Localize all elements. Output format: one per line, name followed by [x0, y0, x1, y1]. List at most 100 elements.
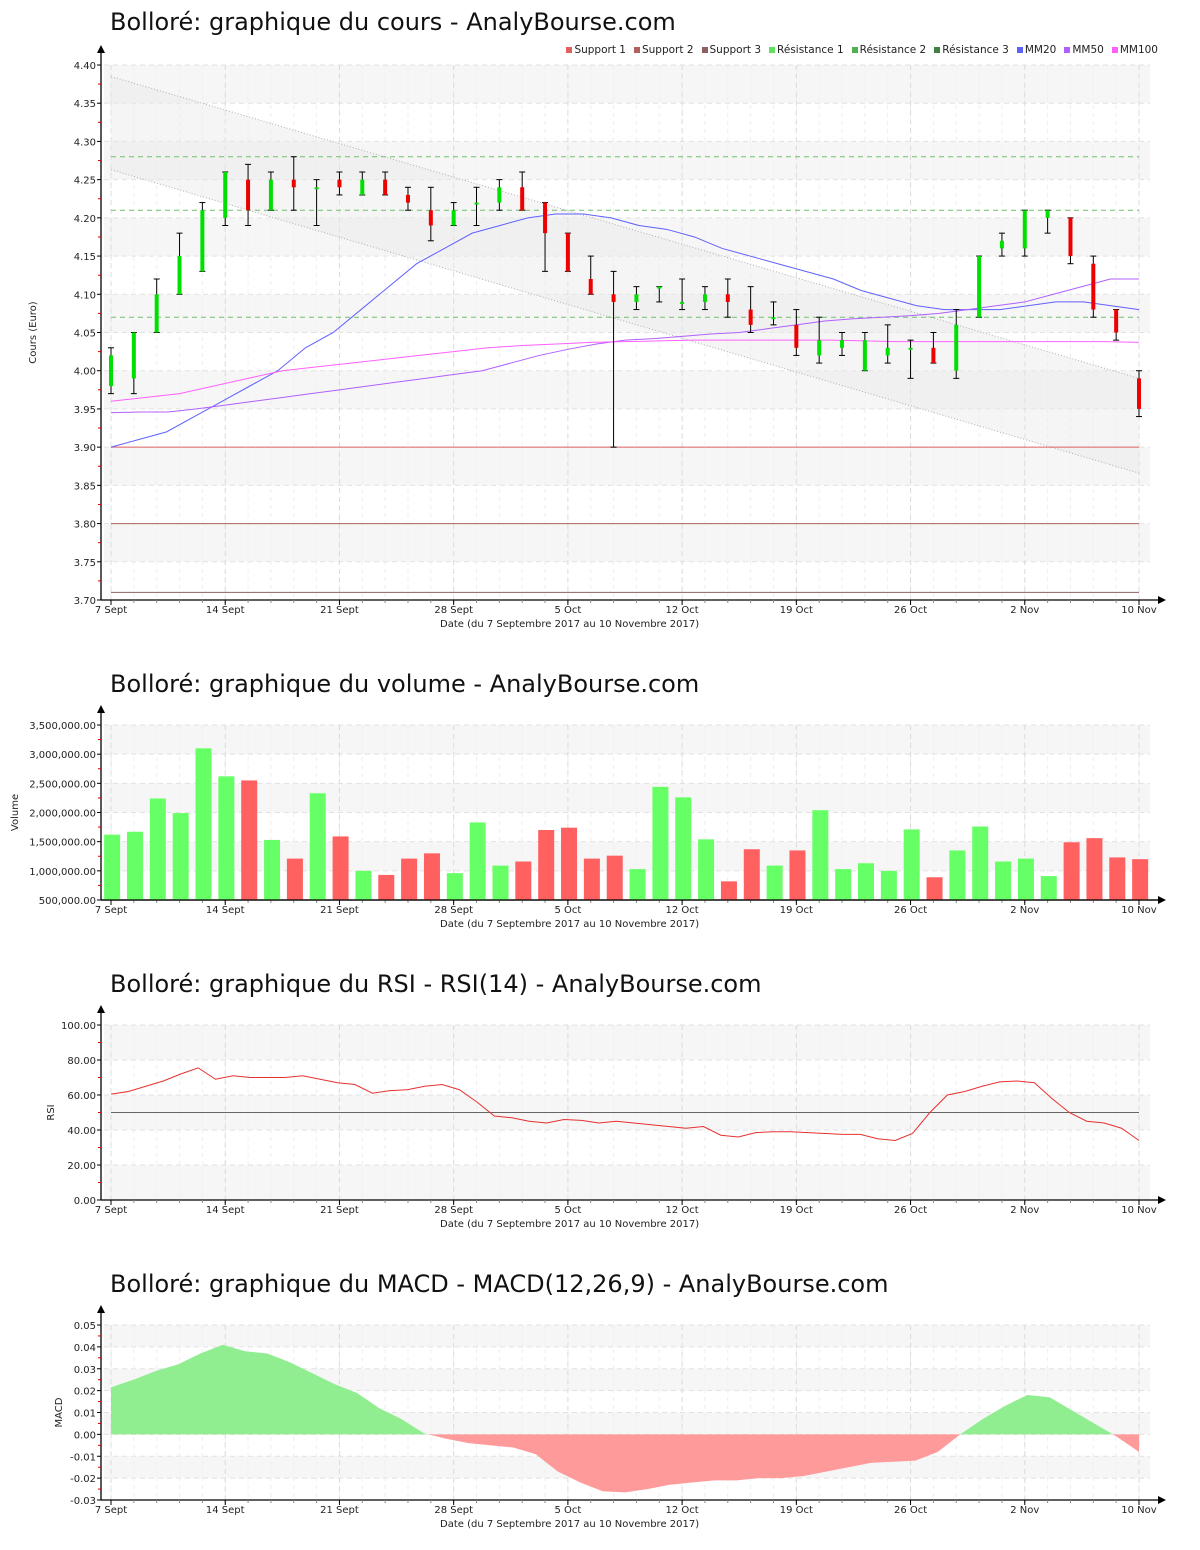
svg-text:19 Oct: 19 Oct [780, 1205, 813, 1216]
legend-item: Support 2 [633, 44, 694, 56]
svg-text:19 Oct: 19 Oct [780, 605, 813, 616]
svg-text:21 Sept: 21 Sept [320, 1205, 359, 1216]
svg-text:20.00: 20.00 [67, 1161, 96, 1172]
svg-text:60.00: 60.00 [67, 1091, 96, 1102]
legend-item: Support 1 [566, 44, 626, 56]
svg-text:3,500,000.00: 3,500,000.00 [29, 721, 96, 732]
svg-text:3.80: 3.80 [74, 520, 96, 531]
svg-text:4.20: 4.20 [74, 214, 96, 225]
svg-text:100.00: 100.00 [61, 1021, 96, 1032]
svg-text:0.00: 0.00 [74, 1430, 96, 1441]
svg-text:7 Sept: 7 Sept [95, 1205, 127, 1216]
svg-text:14 Sept: 14 Sept [206, 1505, 245, 1516]
macd-chart: 0.05 0.04 0.03 0.02 0.01 0.00 -0.01 -0.02 -0.037… [54, 1305, 1166, 1530]
svg-text:5 Oct: 5 Oct [554, 605, 581, 616]
svg-text:-0.01: -0.01 [70, 1452, 96, 1463]
svg-text:4.10: 4.10 [74, 290, 96, 301]
legend-swatch-icon [769, 47, 776, 53]
svg-text:19 Oct: 19 Oct [780, 905, 813, 916]
svg-text:4.05: 4.05 [74, 329, 96, 340]
svg-text:1,500,000.00: 1,500,000.00 [29, 838, 96, 849]
svg-text:3.75: 3.75 [74, 558, 96, 569]
volume-chart-title: Bolloré: graphique du volume - AnalyBour… [110, 670, 700, 698]
legend-item: Résistance 3 [934, 44, 1009, 56]
svg-text:2 Nov: 2 Nov [1010, 1505, 1039, 1516]
svg-text:14 Sept: 14 Sept [206, 905, 245, 916]
rsi-chart: 100.00 80.00 60.00 40.00 20.00 0.007 Sept 14 S… [46, 1005, 1166, 1230]
legend-swatch-icon [566, 47, 573, 53]
svg-text:0.01: 0.01 [74, 1409, 96, 1420]
svg-text:14 Sept: 14 Sept [206, 1205, 245, 1216]
svg-text:4.40: 4.40 [74, 61, 96, 72]
svg-text:26 Oct: 26 Oct [894, 905, 927, 916]
legend-swatch-icon [701, 47, 708, 53]
legend-item: MM20 [1016, 44, 1057, 56]
legend-label: Support 1 [574, 44, 626, 56]
svg-text:2,000,000.00: 2,000,000.00 [29, 809, 96, 820]
svg-text:10 Nov: 10 Nov [1121, 1205, 1157, 1216]
svg-text:0.03: 0.03 [74, 1365, 96, 1376]
svg-text:7 Sept: 7 Sept [95, 605, 127, 616]
svg-text:21 Sept: 21 Sept [320, 1505, 359, 1516]
svg-text:3.70: 3.70 [74, 596, 96, 607]
svg-text:4.25: 4.25 [74, 176, 96, 187]
svg-text:5 Oct: 5 Oct [554, 1205, 581, 1216]
legend-item: Support 3 [701, 44, 762, 56]
price-legend: Support 1 Support 2 Support 3 Résistance 1 R… [566, 44, 1158, 56]
svg-text:MACD: MACD [54, 1397, 65, 1427]
legend-label: Support 3 [709, 44, 762, 56]
legend-swatch-icon [1016, 47, 1023, 53]
svg-text:5 Oct: 5 Oct [554, 905, 581, 916]
svg-text:2,500,000.00: 2,500,000.00 [29, 779, 96, 790]
svg-text:Date (du 7 Septembre 2017 au 1: Date (du 7 Septembre 2017 au 10 Novembre… [440, 1519, 699, 1530]
svg-text:28 Sept: 28 Sept [434, 905, 473, 916]
svg-text:2 Nov: 2 Nov [1010, 605, 1039, 616]
svg-text:12 Oct: 12 Oct [666, 905, 699, 916]
legend-label: MM50 [1072, 44, 1104, 56]
svg-text:26 Oct: 26 Oct [894, 1205, 927, 1216]
svg-text:0.00: 0.00 [74, 1196, 96, 1207]
svg-text:Volume: Volume [10, 794, 21, 831]
svg-text:19 Oct: 19 Oct [780, 1505, 813, 1516]
price-chart: 4.40 4.35 4.30 4.25 4.20 4.15 4.10 4.05 4.00 3.95… [28, 45, 1166, 630]
legend-swatch-icon [851, 47, 858, 53]
svg-text:2 Nov: 2 Nov [1010, 1205, 1039, 1216]
svg-text:40.00: 40.00 [67, 1126, 96, 1137]
svg-text:7 Sept: 7 Sept [95, 1505, 127, 1516]
svg-text:10 Nov: 10 Nov [1121, 1505, 1157, 1516]
legend-label: MM100 [1119, 44, 1158, 56]
svg-text:4.30: 4.30 [74, 137, 96, 148]
svg-text:28 Sept: 28 Sept [434, 1505, 473, 1516]
svg-text:5 Oct: 5 Oct [554, 1505, 581, 1516]
svg-text:4.15: 4.15 [74, 252, 96, 263]
legend-item: MM50 [1064, 44, 1104, 56]
svg-text:21 Sept: 21 Sept [320, 605, 359, 616]
svg-text:10 Nov: 10 Nov [1121, 905, 1157, 916]
legend-item: MM100 [1111, 44, 1158, 56]
svg-text:RSI: RSI [46, 1104, 57, 1120]
legend-label: MM20 [1024, 44, 1057, 56]
svg-text:28 Sept: 28 Sept [434, 1205, 473, 1216]
svg-text:4.00: 4.00 [74, 367, 96, 378]
svg-text:26 Oct: 26 Oct [894, 1505, 927, 1516]
svg-text:Date (du 7 Septembre 2017 au 1: Date (du 7 Septembre 2017 au 10 Novembre… [440, 1219, 699, 1230]
svg-text:1,000,000.00: 1,000,000.00 [29, 867, 96, 878]
svg-text:10 Nov: 10 Nov [1121, 605, 1157, 616]
legend-label: Résistance 2 [859, 44, 927, 56]
svg-text:12 Oct: 12 Oct [666, 1505, 699, 1516]
svg-text:0.04: 0.04 [74, 1343, 96, 1354]
svg-text:80.00: 80.00 [67, 1056, 96, 1067]
svg-text:0.05: 0.05 [74, 1321, 96, 1332]
svg-text:3.85: 3.85 [74, 481, 96, 492]
svg-text:Date (du 7 Septembre 2017 au 1: Date (du 7 Septembre 2017 au 10 Novembre… [440, 619, 699, 630]
svg-text:-0.02: -0.02 [70, 1474, 96, 1485]
legend-swatch-icon [1111, 47, 1118, 53]
legend-swatch-icon [934, 47, 941, 53]
svg-text:21 Sept: 21 Sept [320, 905, 359, 916]
svg-text:28 Sept: 28 Sept [434, 605, 473, 616]
svg-text:12 Oct: 12 Oct [666, 1205, 699, 1216]
legend-label: Résistance 3 [942, 44, 1009, 56]
legend-item: Résistance 2 [851, 44, 927, 56]
svg-text:14 Sept: 14 Sept [206, 605, 245, 616]
rsi-chart-title: Bolloré: graphique du RSI - RSI(14) - An… [110, 970, 762, 998]
